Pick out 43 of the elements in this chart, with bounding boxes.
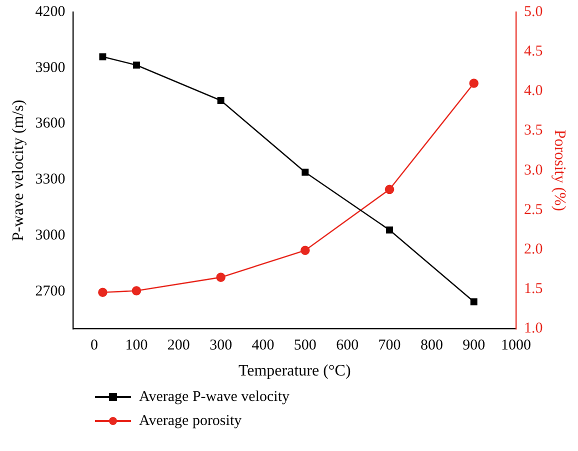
point [469, 78, 479, 88]
point [132, 62, 140, 69]
y2-tick-label: 1.5 [524, 281, 543, 298]
point [470, 298, 478, 306]
y-tick-label: 3300 [35, 172, 66, 188]
point [132, 286, 142, 296]
y2-tick-label: 5.0 [524, 4, 543, 20]
x-tick-label: 0 [90, 338, 98, 354]
x-tick-label: 1000 [501, 338, 532, 354]
point [98, 288, 108, 298]
x-tick-label: 100 [125, 338, 148, 354]
y2-tick-label: 2.5 [524, 202, 543, 218]
legend-label: Average P-wave velocity [139, 388, 290, 406]
point [99, 53, 106, 60]
point [386, 226, 393, 234]
y2-tick-label: 3.5 [524, 122, 543, 139]
y-tick-label: 4200 [35, 4, 66, 20]
x-tick-label: 900 [462, 338, 486, 354]
point [384, 184, 394, 194]
x-tick-label: 500 [294, 338, 316, 354]
point [300, 246, 310, 256]
y-tick-label: 3600 [35, 116, 66, 132]
y2-tick-label: 4.5 [524, 44, 543, 60]
x-tick-label: 800 [420, 338, 443, 354]
y2-tick-label: 2.0 [524, 242, 543, 258]
x-tick-label: 600 [336, 338, 359, 354]
y-tick-label: 3900 [35, 60, 66, 76]
legend-label: Average porosity [139, 412, 242, 430]
x-axis-title: Temperature (°C) [238, 362, 351, 380]
y2-tick-label: 1.0 [524, 320, 543, 337]
point [217, 97, 224, 104]
x-tick-label: 700 [378, 338, 401, 354]
y2-tick-label: 3.0 [524, 162, 543, 178]
point [216, 272, 226, 282]
y2-tick-label: 4.0 [524, 83, 543, 100]
y-tick-label: 3000 [35, 228, 66, 244]
point [302, 168, 309, 176]
y2-axis-title: Porosity (%) [551, 130, 568, 212]
x-tick-label: 400 [252, 338, 274, 354]
y-tick-label: 2700 [35, 283, 66, 300]
x-tick-label: 300 [210, 338, 232, 354]
x-tick-label: 200 [167, 338, 190, 354]
y-axis-title: P-wave velocity (m/s) [10, 100, 27, 242]
